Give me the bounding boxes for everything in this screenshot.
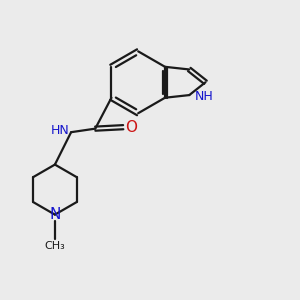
Text: CH₃: CH₃ [44, 241, 65, 251]
Text: O: O [125, 120, 137, 135]
Text: HN: HN [50, 124, 69, 137]
Text: N: N [49, 207, 61, 222]
Text: NH: NH [195, 90, 213, 103]
